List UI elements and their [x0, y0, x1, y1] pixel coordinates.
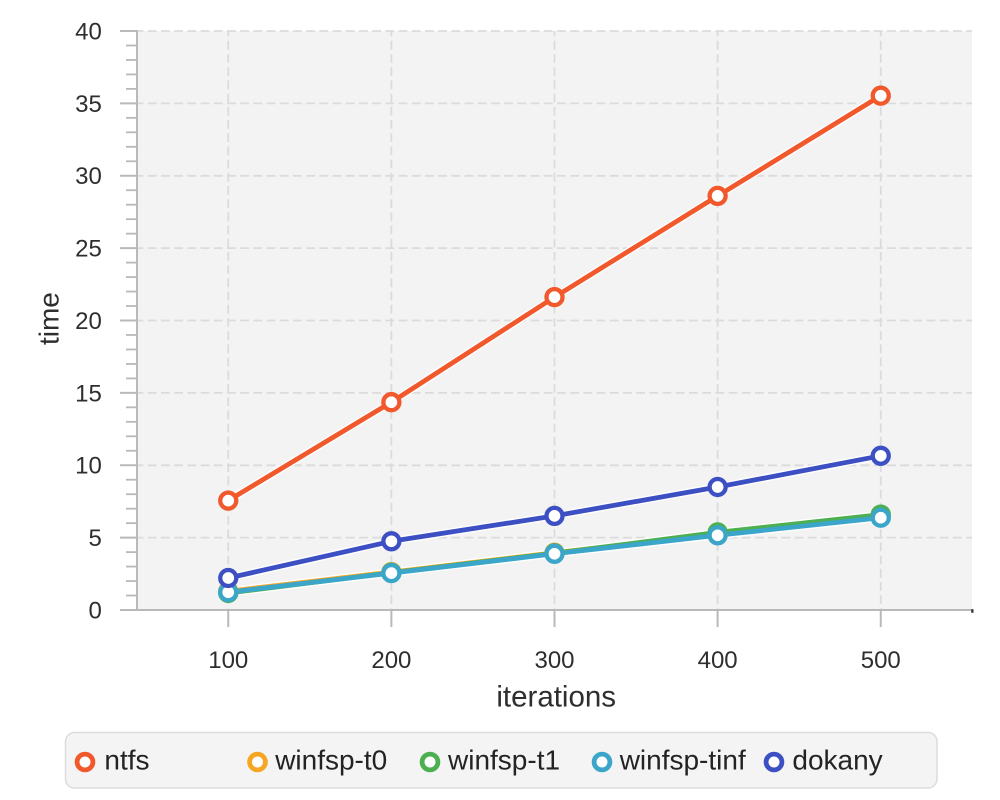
- svg-text:winfsp-tinf: winfsp-tinf: [619, 745, 746, 776]
- svg-text:dokany: dokany: [792, 745, 882, 776]
- svg-text:20: 20: [75, 308, 102, 335]
- svg-text:iterations: iterations: [496, 681, 616, 714]
- svg-text:15: 15: [75, 380, 102, 407]
- svg-text:200: 200: [371, 647, 411, 674]
- svg-text:time: time: [33, 292, 64, 345]
- svg-text:30: 30: [75, 163, 102, 190]
- svg-text:5: 5: [88, 525, 101, 552]
- svg-text:35: 35: [75, 91, 102, 118]
- svg-text:100: 100: [208, 647, 248, 674]
- svg-text:ntfs: ntfs: [104, 745, 149, 776]
- svg-text:25: 25: [75, 236, 102, 263]
- svg-text:400: 400: [698, 647, 738, 674]
- svg-text:300: 300: [534, 647, 574, 674]
- svg-text:0: 0: [88, 597, 101, 624]
- svg-text:winfsp-t1: winfsp-t1: [447, 745, 560, 776]
- svg-text:500: 500: [861, 647, 901, 674]
- svg-text:10: 10: [75, 453, 102, 480]
- svg-text:40: 40: [75, 18, 102, 45]
- svg-text:winfsp-t0: winfsp-t0: [274, 745, 387, 776]
